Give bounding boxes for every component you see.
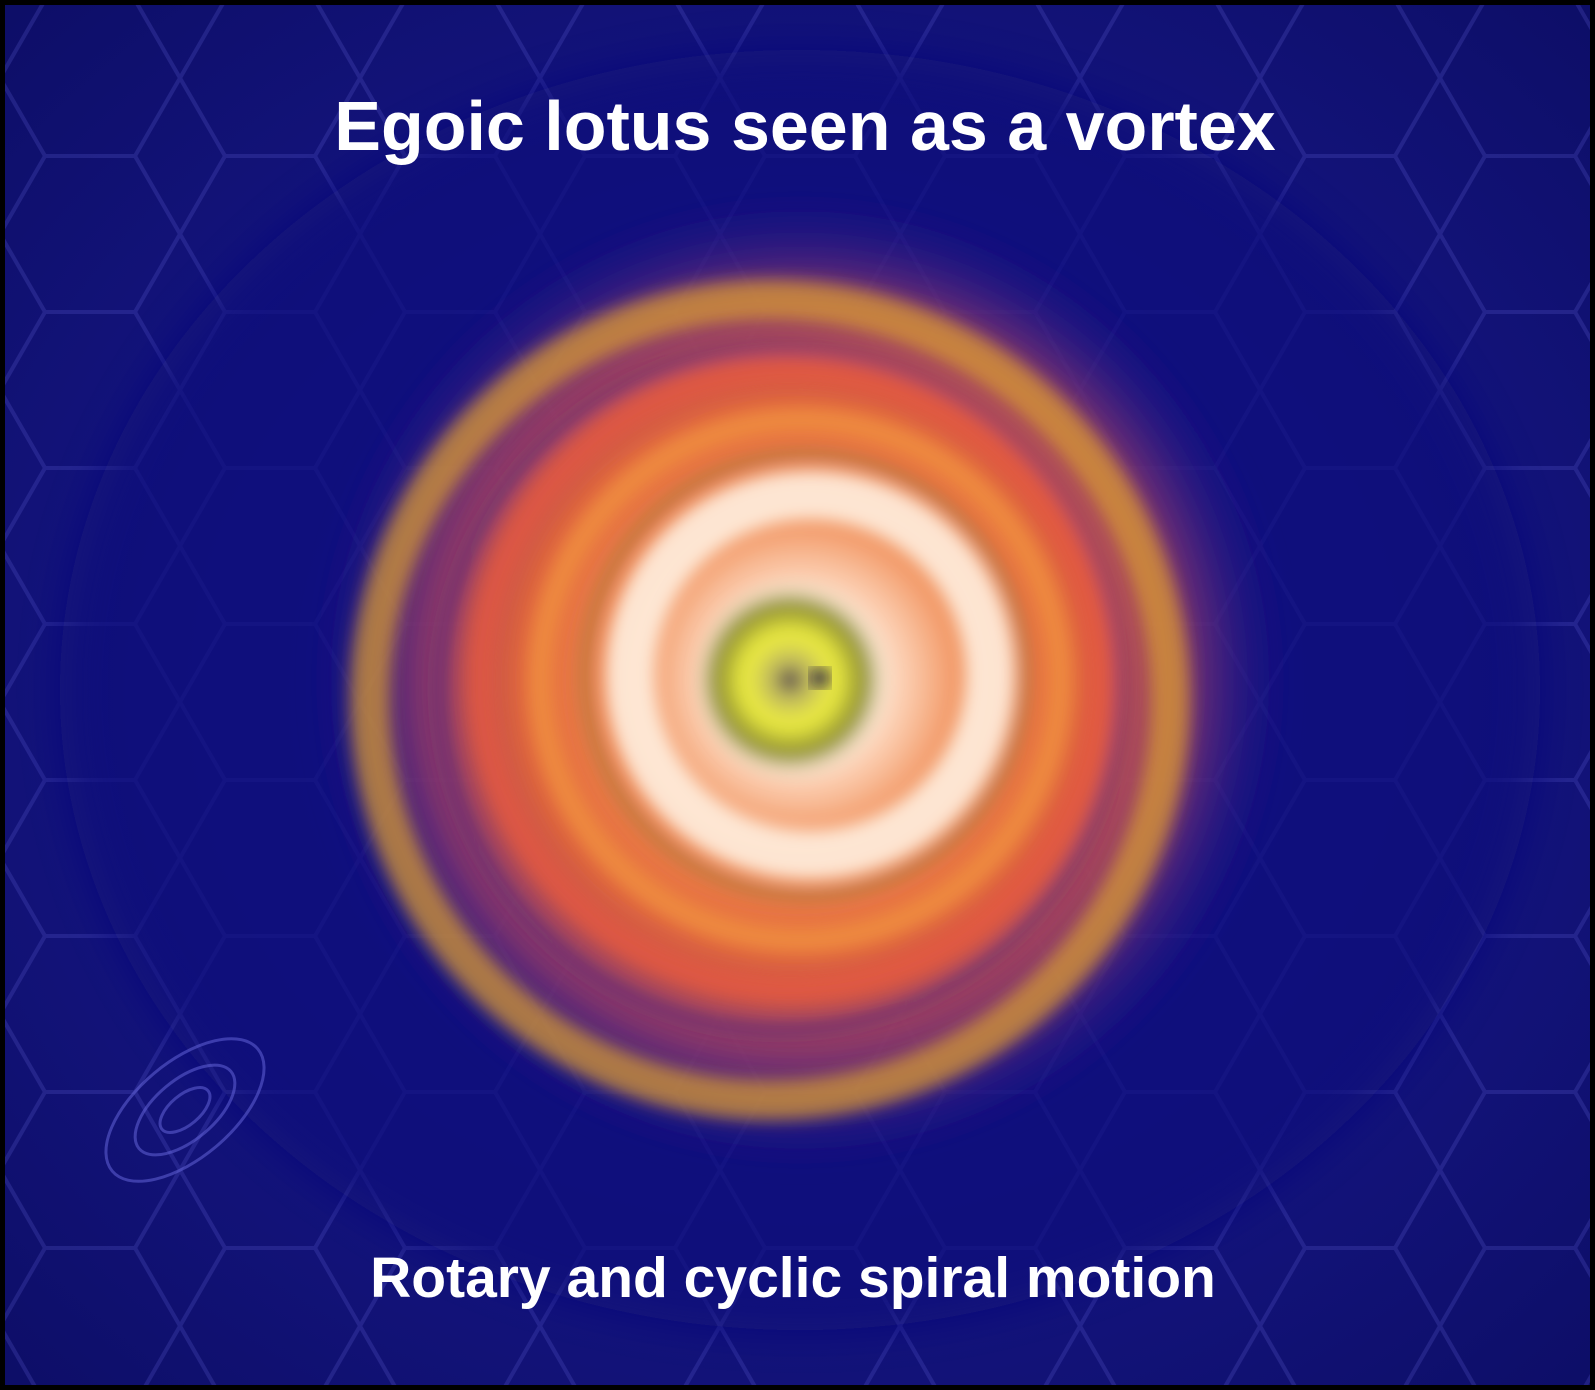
- vortex-core: [700, 580, 900, 780]
- title: Egoic lotus seen as a vortex: [334, 87, 1276, 165]
- caption: Rotary and cyclic spiral motion: [370, 1246, 1216, 1310]
- artwork: Egoic lotus seen as a vortex Rotary and …: [0, 0, 1595, 1390]
- page: {"title": "Egoic lotus seen as a vortex"…: [0, 0, 1595, 1390]
- vortex-eye: [810, 668, 830, 688]
